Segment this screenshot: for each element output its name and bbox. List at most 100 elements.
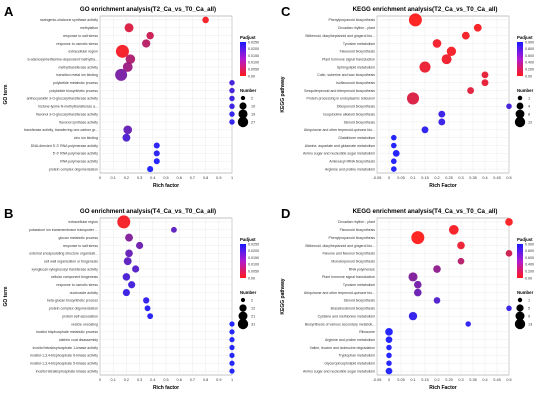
- y-tick-label: inositol-1,3,4-trisphosphate 5-kinase ac…: [30, 362, 98, 366]
- y-tick-label: inositol tetrakisphosphate 1-kinase acti…: [33, 346, 99, 350]
- size-legend-dot: [237, 116, 249, 128]
- color-legend-title: Padjust: [517, 35, 533, 40]
- x-tick-label: 0.9: [216, 176, 221, 180]
- y-tick-label: 5'-3' RNA polymerase activity: [53, 152, 99, 156]
- color-legend-tick: 0.600: [525, 54, 534, 58]
- color-legend-title: Padjust: [240, 35, 256, 40]
- plot-area: [376, 217, 510, 376]
- color-legend-tick: 0.200: [525, 68, 534, 72]
- size-legend-label: 10: [251, 104, 255, 108]
- data-point: [136, 241, 144, 250]
- y-tick-label: response to osmotic stress: [56, 283, 98, 287]
- data-point: [147, 313, 154, 320]
- size-legend-label: 12: [251, 306, 255, 310]
- x-tick-label: 0.45: [493, 378, 500, 382]
- chart-panel-b: B GO enrichment analysis(T4_Ca_vs_T0_Ca_a…: [3, 206, 259, 391]
- data-point: [229, 103, 235, 109]
- data-point: [229, 368, 235, 374]
- data-point: [229, 321, 235, 327]
- data-point: [467, 87, 475, 94]
- x-tick-label: 0.6: [177, 378, 182, 382]
- x-tick-label: 0.1: [111, 176, 116, 180]
- x-tick-label: 0.5: [506, 378, 511, 382]
- x-tick-label: 0.4: [150, 378, 155, 382]
- y-tick-label: Cysteine and methionine metabolism: [318, 314, 375, 318]
- chart-title: GO enrichment analysis(T4_Ca_vs_T0_Ca_al…: [80, 208, 216, 215]
- panel-letter: B: [4, 206, 13, 221]
- size-legend-title: Number: [240, 88, 257, 93]
- y-tick-labels: Phenylpropanoid biosynthesis Circadian rh…: [303, 18, 375, 171]
- data-point: [171, 226, 177, 233]
- data-point: [481, 79, 489, 87]
- size-legend-label: 31: [251, 322, 255, 326]
- y-tick-label: Stilbenoid, diarylheptanoid and gingerol…: [305, 34, 375, 38]
- color-legend-tick: 0.0250: [248, 242, 259, 246]
- size-legend-dot: [517, 95, 523, 101]
- color-legend-tick: 0.0150: [248, 256, 259, 260]
- y-tick-label: extracellular region: [68, 220, 98, 224]
- chart-title: KEGG enrichment analysis(T2_Ca_vs_T0_Ca_…: [353, 6, 498, 13]
- y-tick-label: Amino sugar and nucleotide sugar metabol…: [303, 369, 375, 373]
- y-tick-label: glucan metabolic process: [59, 236, 99, 240]
- color-legend-tick: 0.00: [525, 276, 532, 280]
- x-axis-label: Rich Factor: [429, 385, 457, 391]
- size-legend-label: 27: [251, 120, 255, 124]
- size-legend: Number 1 4 8 12: [514, 88, 534, 128]
- y-tick-label: response to osmotic stress: [56, 42, 98, 46]
- color-legend-tick: 0.0250: [248, 40, 259, 44]
- color-legend-tick: 0.400: [525, 263, 534, 267]
- data-point: [438, 110, 446, 118]
- data-point: [117, 215, 131, 229]
- data-point: [465, 321, 471, 327]
- data-point: [153, 142, 160, 149]
- color-legend-bar: [240, 244, 246, 278]
- data-point: [229, 337, 235, 343]
- data-point: [125, 233, 133, 242]
- y-tick-labels: naringenin-chalcone synthase activity met…: [24, 18, 98, 171]
- color-legend-tick: 0.0200: [248, 47, 259, 51]
- data-point: [229, 87, 235, 94]
- y-tick-label: inositol tetrakisphosphate kinase activi…: [36, 369, 99, 373]
- panel-letter: A: [4, 4, 14, 19]
- y-tick-labels: extracellular region potassium ion transm…: [29, 220, 98, 373]
- data-points: [117, 215, 235, 374]
- x-tick-labels: 0 0.1 0.2 0.3 0.4 0.5 0.6 0.7 0.8 0.9 1: [99, 378, 233, 382]
- size-legend-dot: [516, 304, 524, 312]
- data-point: [506, 103, 512, 110]
- data-point: [122, 273, 131, 281]
- data-point: [506, 305, 512, 312]
- x-tick-label: -0.05: [373, 176, 382, 180]
- size-legend-label: 1: [528, 96, 530, 100]
- y-tick-label: xyloglucan:xyloglucosyl transferase acti…: [31, 267, 98, 271]
- data-point: [125, 249, 133, 258]
- color-legend-tick: 0.0100: [248, 61, 259, 65]
- color-legend-tick: 0.0100: [248, 263, 259, 267]
- x-tick-label: 0.3: [458, 378, 463, 382]
- data-point: [441, 54, 452, 65]
- data-point: [390, 158, 397, 165]
- x-tick-labels: -0.05 0 0.05 0.1 0.15 0.2 0.25 0.3 0.35 0.4 0.45 0.…: [373, 378, 512, 382]
- data-point: [457, 257, 465, 265]
- data-point: [128, 281, 136, 289]
- panel-letter: C: [281, 4, 291, 19]
- data-point: [123, 125, 133, 135]
- y-axis-label: GO term: [3, 84, 9, 105]
- data-point: [385, 336, 393, 344]
- data-points: [390, 13, 512, 172]
- x-tick-label: 0.05: [397, 378, 404, 382]
- y-tick-label: S-adenosylmethionine-dependent methyltra…: [27, 57, 98, 61]
- x-tick-label: 0.2: [124, 378, 129, 382]
- data-point: [142, 39, 151, 48]
- chart-title: GO enrichment analysis(T2_Ca_vs_T0_Ca_al…: [80, 6, 216, 13]
- data-point: [229, 329, 235, 335]
- data-point: [143, 297, 150, 304]
- x-tick-label: 0.15: [421, 176, 428, 180]
- size-legend-title: Number: [517, 88, 534, 93]
- data-point: [229, 352, 235, 358]
- x-tick-label: 0.5: [506, 176, 511, 180]
- size-legend-label: 13: [528, 322, 532, 326]
- data-point: [392, 149, 400, 157]
